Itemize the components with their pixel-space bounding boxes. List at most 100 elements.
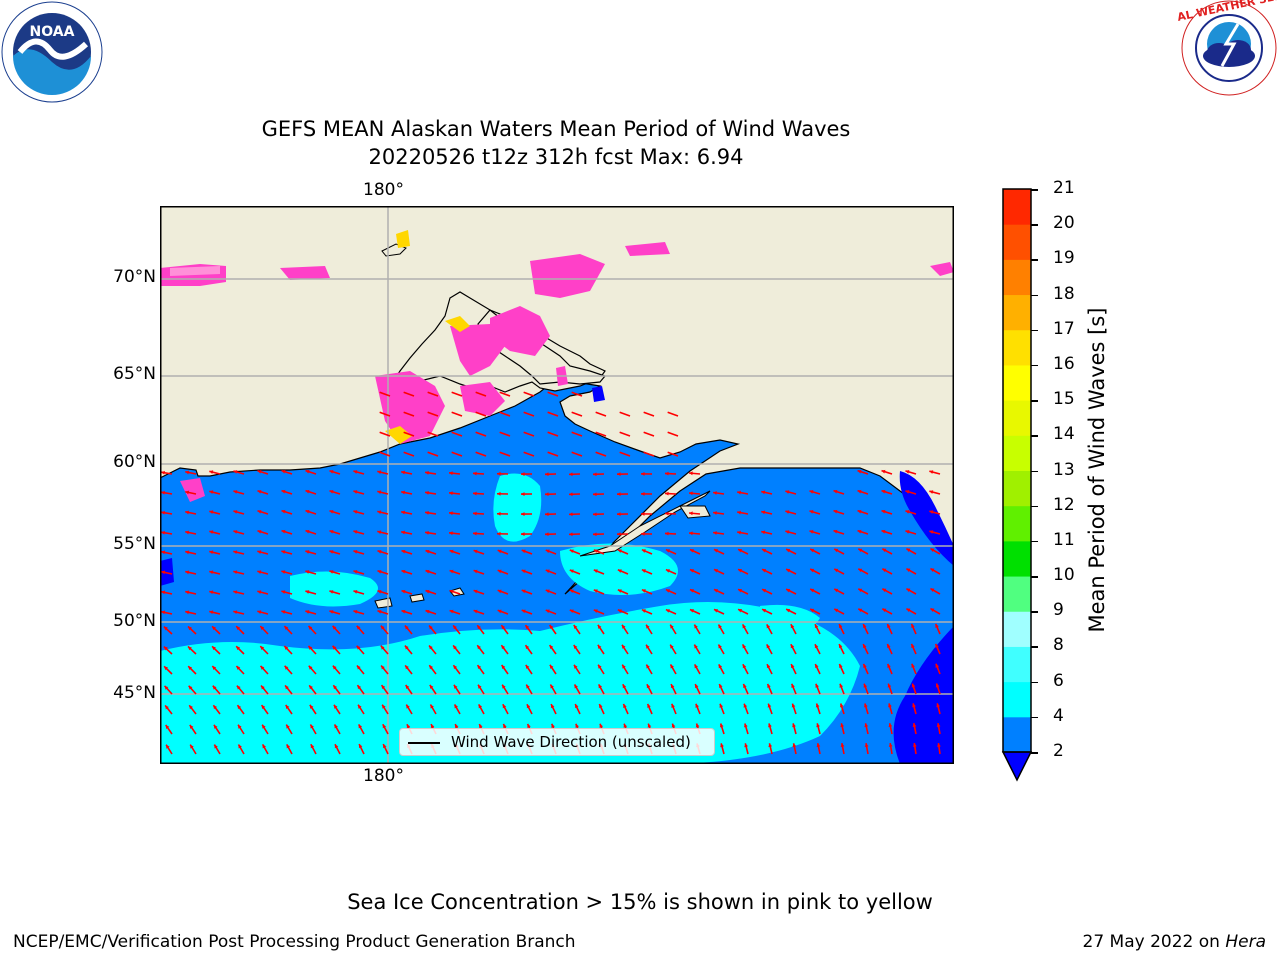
wind-wave-vector-head: [188, 685, 193, 690]
wind-wave-vector-head: [262, 744, 267, 749]
wind-wave-vector: [499, 411, 511, 417]
wind-wave-vector-head: [839, 703, 844, 708]
wind-wave-vector-head: [260, 646, 265, 650]
colorbar-tick-mark: [1031, 611, 1038, 613]
wind-wave-vector: [571, 411, 583, 417]
wind-wave-vector-head: [834, 548, 839, 553]
wind-wave-vector-head: [617, 512, 621, 517]
wind-wave-vector-head: [569, 472, 573, 477]
wind-wave-vector-head: [689, 589, 694, 593]
noaa-logo-text: NOAA: [30, 24, 75, 40]
wind-wave-vector-head: [353, 490, 358, 494]
wind-wave-vector-head: [689, 491, 693, 496]
wind-wave-vector-head: [233, 470, 238, 474]
wind-wave-vector-head: [308, 645, 313, 650]
lon-label-top: 180°: [363, 180, 404, 200]
footer-date: 27 May 2022 on Hera: [1083, 932, 1267, 952]
wind-wave-vector-head: [646, 644, 650, 649]
wind-wave-vector-head: [598, 684, 603, 689]
wind-wave-vector-head: [621, 644, 626, 649]
wind-wave-vector-head: [262, 724, 266, 729]
wind-wave-vector-head: [695, 703, 699, 708]
wind-wave-vector-head: [281, 570, 286, 574]
wind-wave-vector-head: [671, 723, 676, 728]
wind-wave-vectors: [161, 391, 941, 755]
wind-wave-vector-head: [257, 529, 262, 534]
wind-wave-vector-head: [214, 744, 218, 749]
wind-wave-vector-head: [525, 645, 530, 650]
wind-wave-vector-head: [521, 609, 526, 614]
colorbar-cell: [1003, 329, 1031, 366]
wind-wave-vector-head: [334, 744, 339, 749]
wind-wave-vector: [643, 451, 655, 457]
wind-wave-vector-head: [425, 510, 429, 515]
wind-wave-vector-head: [720, 743, 724, 748]
colorbar-tick-mark: [1031, 364, 1038, 367]
wind-wave-vector-head: [453, 625, 457, 630]
colorbar-cell: [1003, 400, 1031, 436]
wind-wave-vector-head: [695, 684, 699, 689]
wind-wave-vector-head: [695, 723, 700, 728]
wind-wave-vector: [403, 431, 415, 437]
wind-wave-vector-head: [929, 470, 934, 474]
wind-wave-vector-head: [785, 490, 790, 494]
wind-wave-vector-head: [521, 532, 525, 536]
wind-wave-vector-head: [502, 684, 506, 689]
wind-wave-vector: [595, 411, 607, 417]
wind-wave-vector-head: [622, 624, 626, 629]
wind-wave-vector-head: [888, 723, 893, 728]
wind-wave-vector-head: [575, 723, 579, 728]
wind-wave-vector-head: [670, 624, 674, 629]
wind-wave-vector-head: [761, 490, 766, 495]
colorbar-tick-mark: [1031, 576, 1038, 578]
wind-wave-vector-head: [551, 723, 555, 728]
colorbar-tick-label: 16: [1053, 353, 1075, 374]
wind-wave-vector-head: [714, 549, 719, 553]
wind-wave-vector-head: [425, 530, 429, 535]
colorbar-cell: [1003, 189, 1031, 225]
wind-wave-vector-head: [161, 530, 165, 535]
wind-wave-vector-head: [929, 530, 934, 534]
wind-wave-vector-head: [236, 666, 241, 670]
wind-wave-vector-head: [881, 529, 886, 534]
wind-wave-vector-head: [377, 569, 382, 574]
wind-wave-vector-head: [905, 490, 910, 494]
wind-wave-vector: [571, 451, 583, 457]
wind-wave-vector-head: [189, 705, 193, 710]
wind-wave-vector-head: [569, 589, 574, 594]
wind-wave-vector-head: [911, 623, 915, 628]
wind-wave-vector-head: [281, 529, 286, 534]
colorbar-tick-label: 20: [1053, 213, 1075, 234]
wind-wave-vector: [451, 431, 463, 437]
wind-wave-vector-head: [815, 664, 819, 669]
wind-wave-vector-head: [305, 509, 310, 514]
wind-wave-vector-head: [449, 589, 454, 594]
wind-wave-vector-head: [257, 550, 262, 554]
footer-date-text: 27 May 2022 on: [1082, 932, 1220, 952]
wind-wave-vector-head: [425, 490, 429, 495]
wind-wave-vector-head: [906, 588, 911, 593]
wind-wave-vector: [571, 391, 583, 397]
wind-wave-vector-head: [694, 624, 698, 629]
lat-label-65: 65°N: [113, 364, 156, 384]
wind-wave-vector-head: [791, 703, 796, 708]
wind-wave-vector-head: [810, 588, 815, 593]
wind-wave-vector-head: [382, 724, 387, 729]
wind-wave-vector-head: [790, 664, 795, 669]
wind-wave-vector-head: [839, 683, 844, 688]
wind-wave-vector-head: [742, 664, 747, 669]
wind-wave-vector-head: [233, 510, 238, 514]
wind-wave-vector-head: [689, 549, 694, 553]
wind-wave-vector-head: [161, 470, 165, 475]
wind-wave-vector-head: [449, 491, 453, 496]
sea-ice: [160, 230, 954, 502]
wind-wave-vector-head: [742, 624, 747, 629]
wind-wave-vector-head: [766, 624, 771, 629]
wind-wave-vector-head: [718, 664, 723, 669]
lon-label-bottom: 180°: [363, 766, 404, 786]
wind-wave-vector-head: [501, 625, 506, 630]
wind-wave-vector-head: [935, 623, 939, 628]
colorbar-tick-mark: [1031, 400, 1038, 402]
wind-wave-vector-head: [449, 471, 453, 476]
wind-wave-vector-head: [473, 609, 478, 614]
